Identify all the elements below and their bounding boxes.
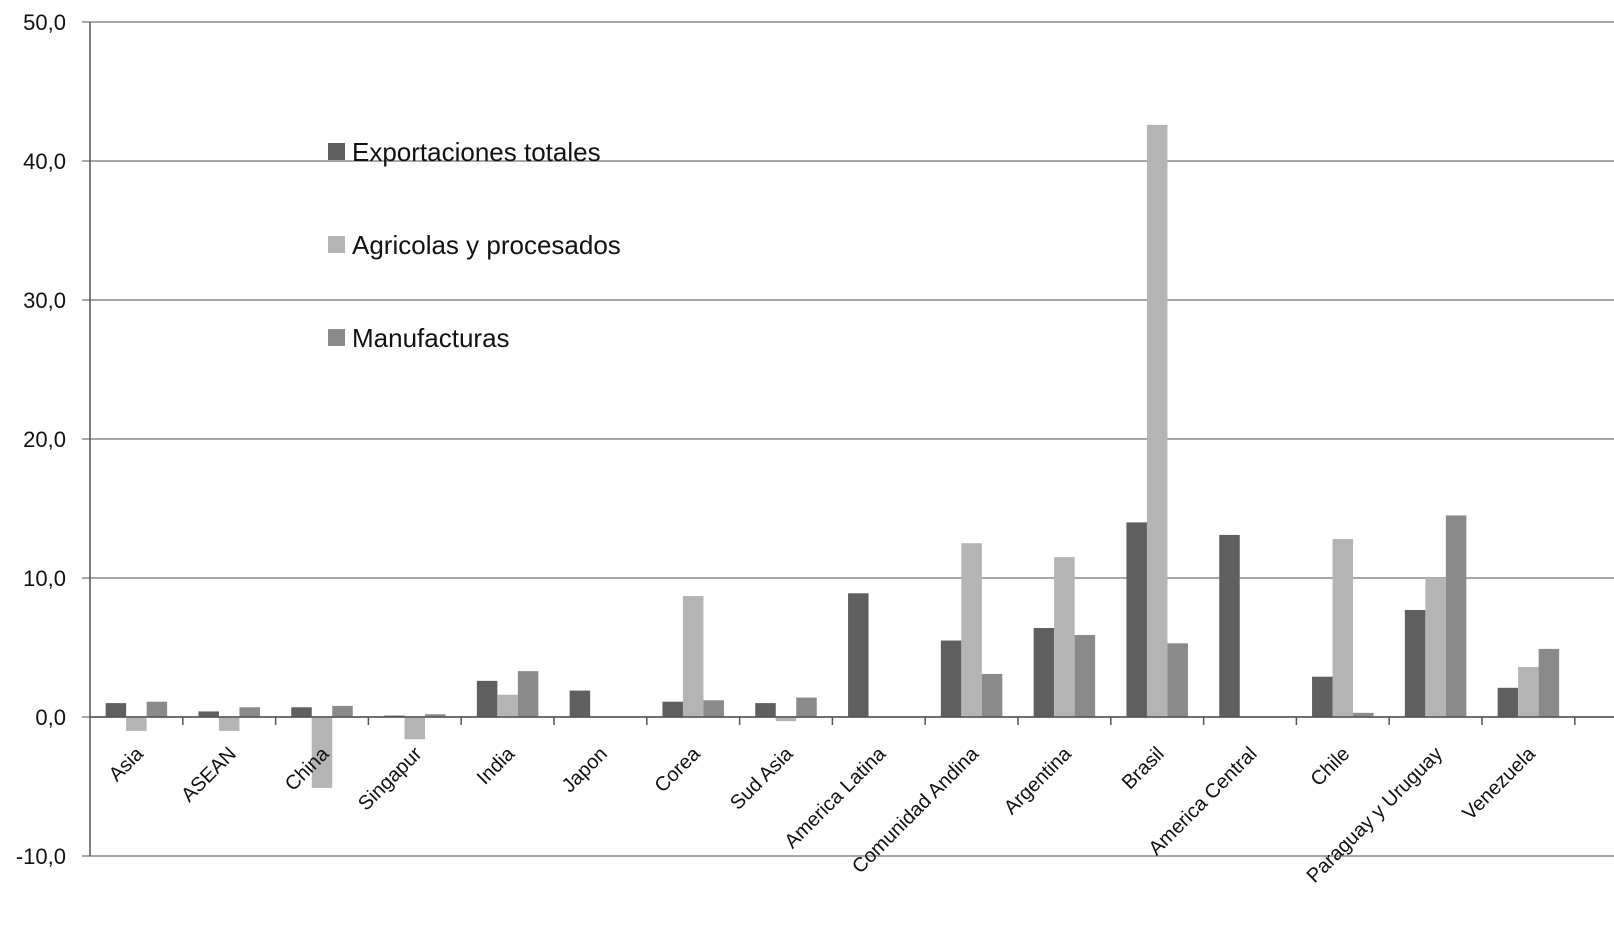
legend-swatch [328,143,345,160]
bar [1538,648,1560,717]
bar [848,593,869,717]
bar [1312,676,1333,717]
category-label: Brasil [1118,743,1169,794]
y-tick-label: 30,0 [23,288,66,313]
bar [961,543,982,717]
bar [332,705,353,717]
bar [239,707,260,717]
category-label: India [473,742,520,789]
bar [476,680,498,717]
category-label: Chile [1307,743,1355,791]
bar [981,673,1003,717]
bar [796,697,817,717]
y-tick-label: 0,0 [35,705,66,730]
legend-label: Agricolas y procesados [352,230,621,260]
y-tick-label: 50,0 [23,10,66,35]
bar [1126,522,1147,717]
bar [1404,609,1426,717]
bar [218,717,240,731]
category-label: Singapur [354,743,426,815]
y-tick-label: 10,0 [23,566,66,591]
bar [662,701,683,717]
category-label: Venezuela [1458,742,1540,824]
legend: Exportaciones totales Agricolas y procesa… [328,137,621,353]
bar [682,596,704,717]
bar [1445,515,1467,717]
bar [105,703,127,717]
bar [755,703,776,717]
bar [1332,539,1354,717]
bar [1167,643,1188,717]
bar [291,707,312,717]
bar [1518,666,1539,717]
category-label: Corea [651,742,706,797]
bar [1033,628,1055,717]
bar [311,717,333,788]
bar [1219,534,1240,717]
legend-label: Manufacturas [352,323,510,353]
category-label: Sud Asia [726,742,798,814]
bar [1054,557,1075,717]
category-label: Asia [105,742,149,786]
legend-label: Exportaciones totales [352,137,601,167]
bar [198,711,219,717]
bar [1497,687,1519,717]
bar [497,694,518,717]
bar [1425,578,1446,717]
bar [1074,634,1096,717]
axis-layer: -10,0 0,0 10,0 20,0 30,0 40,0 50,0 Asia ASEAN Chi… [16,10,1614,887]
category-label: Argentina [1000,742,1077,819]
bar [404,717,426,740]
bar [146,701,168,717]
bar [425,714,446,717]
legend-swatch [328,329,345,346]
bar [940,640,962,717]
category-label: ASEAN [177,743,241,807]
category-label: Japon [558,743,612,797]
bar [569,690,591,717]
bar [703,700,724,717]
y-tick-label: 20,0 [23,427,66,452]
bar [775,717,797,722]
bars-layer [105,124,1560,788]
bar [1146,124,1168,718]
bar [126,717,147,731]
bar [1353,712,1374,717]
y-tick-label: -10,0 [16,844,66,869]
bar [517,671,539,717]
legend-swatch [328,236,345,253]
y-tick-label: 40,0 [23,149,66,174]
